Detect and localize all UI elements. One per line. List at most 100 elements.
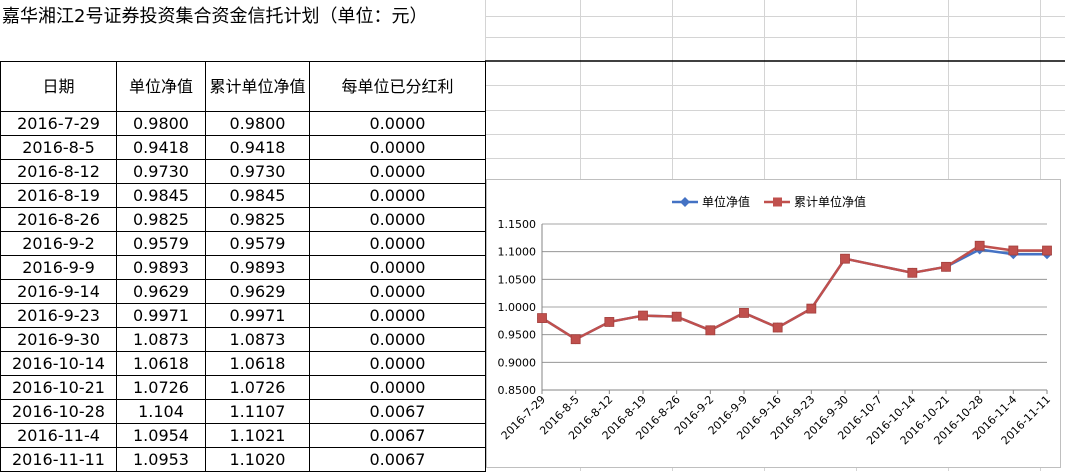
- table-cell: 1.0618: [116, 351, 206, 376]
- data-point: [772, 322, 783, 333]
- y-tick-label: 1.1500: [498, 218, 537, 231]
- table-cell: 1.0726: [116, 375, 206, 400]
- table-row: 2016-8-12 0.9730 0.9730 0.0000: [0, 159, 486, 184]
- table-cell: 1.0954: [116, 423, 206, 448]
- y-tick-label: 0.8500: [498, 384, 537, 397]
- table-cell: 0.0000: [309, 159, 486, 184]
- table-cell: 0.0000: [309, 183, 486, 208]
- table-cell: 0.9579: [205, 231, 310, 256]
- table-cell: 0.9845: [116, 183, 206, 208]
- table-cell: 2016-9-23: [0, 303, 117, 328]
- table-cell: 0.0000: [309, 231, 486, 256]
- legend-swatch-marker: [773, 197, 782, 207]
- table-row: 2016-11-11 1.0953 1.1020 0.0067: [0, 447, 486, 472]
- table-cell: 0.9418: [116, 135, 206, 160]
- table-cell: 0.9418: [205, 135, 310, 160]
- table-cell: 1.104: [116, 399, 206, 424]
- column-header: 累计单位净值: [205, 61, 310, 112]
- table-cell: 0.0067: [309, 399, 486, 424]
- series-line: [541, 244, 1048, 341]
- legend-label: 累计单位净值: [794, 194, 866, 209]
- data-point: [840, 253, 850, 264]
- table-cell: 0.0000: [309, 207, 486, 232]
- table-row: 2016-8-5 0.9418 0.9418 0.0000: [0, 135, 486, 160]
- table-cell: 1.0726: [205, 375, 310, 400]
- table-cell: 1.0953: [116, 447, 206, 472]
- y-tick-label: 0.9500: [498, 329, 537, 342]
- table-cell: 0.9825: [116, 207, 206, 232]
- table-cell: 0.9629: [116, 279, 206, 304]
- table-cell: 2016-8-26: [0, 207, 117, 232]
- table-cell: 2016-8-5: [0, 135, 117, 160]
- table-cell: 0.9825: [205, 207, 310, 232]
- table-cell: 0.0000: [309, 135, 486, 160]
- sheet-title: 嘉华湘江2号证券投资集合资金信托计划（单位：元）: [2, 6, 428, 27]
- column-header: 日期: [0, 61, 117, 112]
- chart-svg: 0.8500 0.9000 0.9500 1.0000 1.0500 1.1000 1.15…: [498, 194, 1054, 447]
- data-point: [1008, 245, 1019, 256]
- y-tick-label: 1.0000: [498, 301, 537, 314]
- legend-label: 单位净值: [702, 194, 750, 209]
- table-cell: 0.0000: [309, 351, 486, 376]
- table-row: 2016-10-21 1.0726 1.0726 0.0000: [0, 375, 486, 400]
- table-cell: 1.1020: [205, 447, 310, 472]
- data-point: [604, 317, 615, 327]
- table-cell: 0.0000: [309, 327, 486, 352]
- table-cell: 0.9629: [205, 279, 310, 304]
- table-row: 2016-9-30 1.0873 1.0873 0.0000: [0, 327, 486, 352]
- table-cell: 0.9893: [205, 255, 310, 280]
- table-cell: 1.0618: [205, 351, 310, 376]
- table-cell: 1.1021: [205, 423, 310, 448]
- table-row: 2016-9-14 0.9629 0.9629 0.0000: [0, 279, 486, 304]
- x-tick-label: 2016-7-29: [499, 393, 548, 442]
- table-row: 2016-8-26 0.9825 0.9825 0.0000: [0, 207, 486, 232]
- table-cell: 0.0067: [309, 423, 486, 448]
- data-point: [941, 261, 951, 272]
- data-point: [570, 334, 581, 345]
- table-cell: 0.0000: [309, 111, 486, 136]
- data-point: [806, 303, 817, 314]
- data-point: [638, 310, 648, 321]
- table-cell: 2016-9-14: [0, 279, 117, 304]
- table-cell: 2016-8-12: [0, 159, 117, 184]
- table-cell: 0.0000: [309, 375, 486, 400]
- y-tick-label: 1.1000: [498, 246, 537, 259]
- data-point: [537, 313, 547, 323]
- table-cell: 0.0000: [309, 255, 486, 280]
- table-cell: 0.9730: [205, 159, 310, 184]
- table-cell: 1.0873: [205, 327, 310, 352]
- data-point: [907, 267, 918, 278]
- table-cell: 2016-9-2: [0, 231, 117, 256]
- table-cell: 0.9971: [116, 303, 206, 328]
- table-cell: 0.0000: [309, 303, 486, 328]
- table-cell: 2016-9-30: [0, 327, 117, 352]
- table-cell: 0.9800: [205, 111, 310, 136]
- table-cell: 0.9579: [116, 231, 206, 256]
- table-cell: 0.9800: [116, 111, 206, 136]
- table-cell: 0.9971: [205, 303, 310, 328]
- table-cell: 2016-10-21: [0, 375, 117, 400]
- table-cell: 1.1107: [205, 399, 310, 424]
- table-cell: 0.9893: [116, 255, 206, 280]
- table-row: 2016-7-29 0.9800 0.9800 0.0000: [0, 111, 486, 136]
- table-row: 2016-9-9 0.9893 0.9893 0.0000: [0, 255, 486, 280]
- column-header: 单位净值: [116, 61, 206, 112]
- table-cell: 2016-11-4: [0, 423, 117, 448]
- table-cell: 2016-7-29: [0, 111, 117, 136]
- table-row: 2016-9-23 0.9971 0.9971 0.0000: [0, 303, 486, 328]
- table-row: 2016-8-19 0.9845 0.9845 0.0000: [0, 183, 486, 208]
- y-tick-label: 0.9000: [498, 356, 537, 369]
- data-point: [671, 311, 682, 322]
- column-header: 每单位已分红利: [309, 61, 486, 112]
- legend-swatch-marker: [680, 197, 690, 207]
- data-point: [705, 325, 716, 336]
- table-cell: 0.9730: [116, 159, 206, 184]
- table-row: 2016-10-28 1.104 1.1107 0.0067: [0, 399, 486, 424]
- table-cell: 2016-10-14: [0, 351, 117, 376]
- data-point: [974, 240, 985, 251]
- table-cell: 0.0067: [309, 447, 486, 472]
- y-tick-label: 1.0500: [498, 273, 537, 286]
- table-row: 2016-9-2 0.9579 0.9579 0.0000: [0, 231, 486, 256]
- table-cell: 2016-8-19: [0, 183, 117, 208]
- table-cell: 2016-9-9: [0, 255, 117, 280]
